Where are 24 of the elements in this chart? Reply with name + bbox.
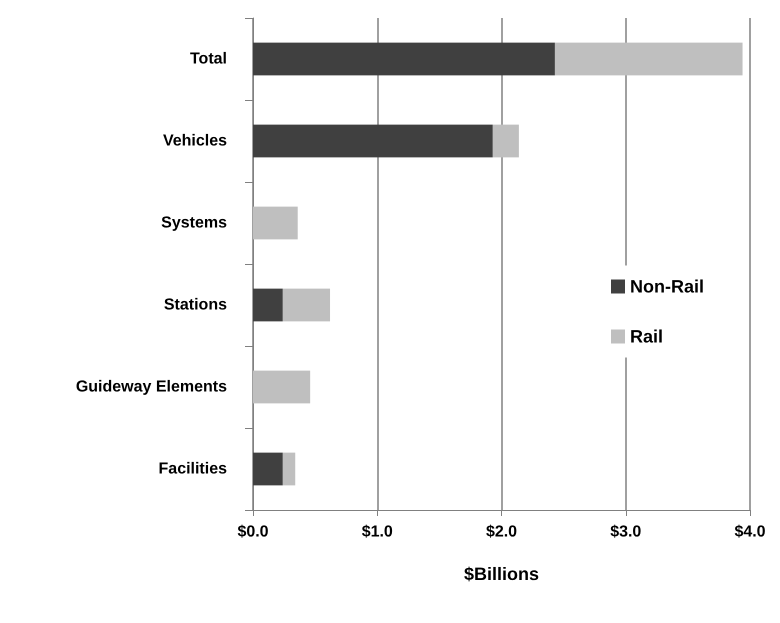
y-tick-label: Guideway Elements [76, 378, 228, 396]
bar [282, 452, 296, 486]
x-tick-label: $1.0 [362, 524, 393, 540]
y-tick-label: Stations [164, 296, 228, 314]
bar [282, 288, 330, 322]
y-tick-label: Systems [161, 214, 228, 232]
x-tick-label: $0.0 [237, 524, 269, 540]
bar [253, 370, 310, 404]
bar [253, 206, 298, 240]
y-tick-label: Vehicles [162, 132, 228, 150]
y-tick-label: Facilities [158, 460, 228, 478]
x-tick-label: $2.0 [486, 524, 518, 540]
bar [253, 452, 283, 486]
bar [253, 124, 493, 158]
y-tick-label: Total [190, 50, 227, 68]
bar [253, 288, 283, 322]
legend-label: Rail [630, 326, 664, 346]
legend-label: Non-Rail [630, 276, 704, 296]
bar [554, 42, 743, 76]
bar [492, 124, 519, 158]
bar [253, 42, 555, 76]
x-tick-label: $3.0 [610, 524, 642, 540]
x-axis-title: $Billions [464, 564, 540, 584]
x-tick-label: $4.0 [734, 524, 766, 540]
